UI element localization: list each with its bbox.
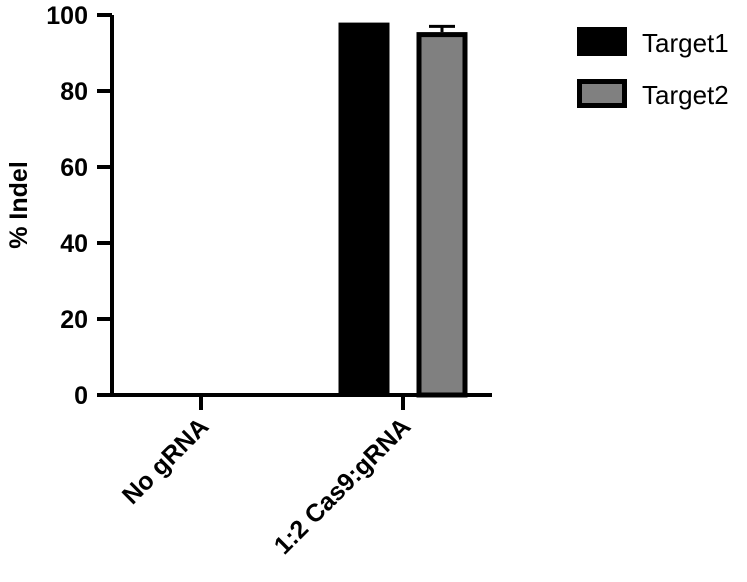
x-category-label-no-grna: No gRNA bbox=[117, 412, 214, 509]
legend-item-target1: Target1 bbox=[577, 27, 729, 58]
bar-target1 bbox=[338, 22, 390, 395]
y-tick-label: 100 bbox=[46, 2, 88, 30]
y-tick-label: 60 bbox=[60, 154, 88, 182]
legend-label-target2: Target2 bbox=[642, 80, 729, 110]
y-tick-label: 0 bbox=[74, 382, 88, 410]
bars bbox=[338, 22, 468, 398]
legend: Target1 Target2 bbox=[577, 27, 729, 110]
y-tick-label: 40 bbox=[60, 230, 88, 258]
y-axis-title: % Indel bbox=[5, 161, 33, 249]
y-axis: 0 20 40 60 80 100 bbox=[46, 2, 114, 410]
y-tick-label: 80 bbox=[60, 78, 88, 106]
x-category-label-cas9-grna: 1:2 Cas9:gRNA bbox=[269, 412, 417, 560]
legend-item-target2: Target2 bbox=[577, 79, 729, 110]
legend-swatch-target2 bbox=[577, 79, 627, 108]
bar-target2 bbox=[416, 32, 468, 398]
legend-swatch-target1 bbox=[577, 27, 627, 56]
y-tick-label: 20 bbox=[60, 306, 88, 334]
legend-label-target1: Target1 bbox=[642, 28, 729, 58]
